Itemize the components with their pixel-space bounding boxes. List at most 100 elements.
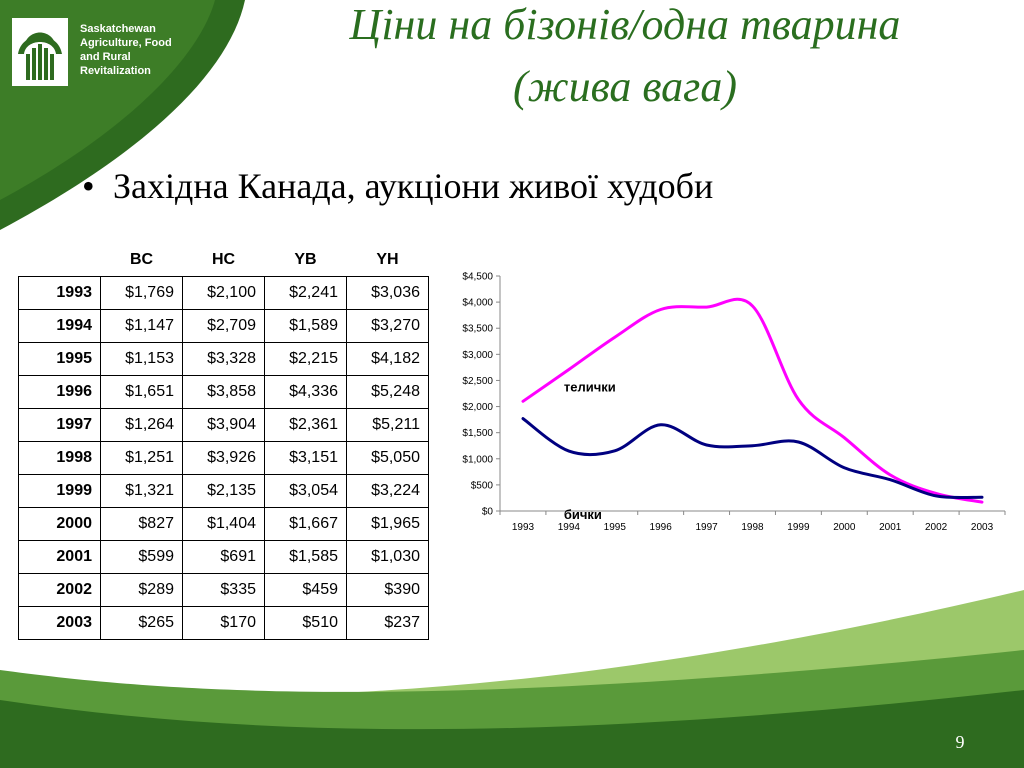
price-cell: $170 [182, 606, 265, 640]
price-cell: $335 [182, 573, 265, 607]
price-cell: $2,135 [182, 474, 265, 508]
price-cell: $2,709 [182, 309, 265, 343]
x-tick-label: 1994 [558, 522, 581, 533]
year-cell: 1998 [18, 441, 101, 475]
y-tick-label: $4,000 [462, 298, 493, 309]
year-cell: 2001 [18, 540, 101, 574]
price-cell: $3,270 [346, 309, 429, 343]
price-cell: $1,651 [100, 375, 183, 409]
price-cell: $1,667 [264, 507, 347, 541]
column-header: HC [211, 251, 236, 268]
price-line-chart: $0 $500 $1,000 $1,500 $2,000 $2,500 $3,000 $3,5… [462, 272, 1006, 533]
price-cell: $1,404 [182, 507, 265, 541]
price-cell: $237 [346, 606, 429, 640]
column-header: YH [376, 251, 399, 268]
table-row: 1997 $1,264 $3,904 $2,361 $5,211 [18, 408, 429, 442]
price-cell: $4,182 [346, 342, 429, 376]
x-tick-label: 1995 [604, 522, 627, 533]
table-row: 1993 $1,769 $2,100 $2,241 $3,036 [18, 276, 429, 310]
price-cell: $3,036 [346, 276, 429, 310]
table-row: 1994 $1,147 $2,709 $1,589 $3,270 [18, 309, 429, 343]
y-tick-label: $4,500 [462, 272, 493, 283]
series-line-1 [521, 417, 984, 500]
x-tick-label: 1998 [741, 522, 764, 533]
price-cell: $289 [100, 573, 183, 607]
price-cell: $390 [346, 573, 429, 607]
table-header-row: BC HC YB YH [19, 244, 429, 277]
x-tick-label: 2002 [925, 522, 948, 533]
year-cell: 1994 [18, 309, 101, 343]
price-cell: $1,251 [100, 441, 183, 475]
x-tick-label: 1996 [650, 522, 673, 533]
y-tick-label: $0 [482, 507, 494, 518]
bottom-dark-green-wave [0, 690, 1024, 768]
price-cell: $2,100 [182, 276, 265, 310]
price-cell: $1,264 [100, 408, 183, 442]
bullet-glyph: • [82, 166, 95, 206]
year-cell: 1997 [18, 408, 101, 442]
price-cell: $1,030 [346, 540, 429, 574]
column-header: YB [294, 251, 317, 268]
price-cell: $691 [182, 540, 265, 574]
wheat-sheaf-icon [12, 18, 68, 86]
price-cell: $5,050 [346, 441, 429, 475]
price-cell: $510 [264, 606, 347, 640]
price-cell: $3,224 [346, 474, 429, 508]
price-cell: $3,151 [264, 441, 347, 475]
bullet-text: Західна Канада, аукціони живої худоби [113, 166, 714, 206]
price-cell: $1,965 [346, 507, 429, 541]
price-cell: $3,904 [182, 408, 265, 442]
organization-name: Saskatchewan Agriculture, Food and Rural… [80, 22, 210, 78]
price-cell: $1,147 [100, 309, 183, 343]
year-cell: 1995 [18, 342, 101, 376]
x-tick-label: 2001 [879, 522, 902, 533]
y-tick-label: $3,000 [462, 350, 493, 361]
x-tick-label: 2003 [971, 522, 994, 533]
title-line-1: Ціни на бізонів/одна тварина [349, 0, 901, 49]
year-cell: 2003 [18, 606, 101, 640]
bullet-point: • Західна Канада, аукціони живої худоби [82, 165, 713, 207]
price-cell: $1,769 [100, 276, 183, 310]
y-tick-label: $1,000 [462, 454, 493, 465]
price-table: BC HC YB YH 1993 $1,769 $2,100 $2,241 $3,036… [18, 244, 429, 640]
x-tick-label: 2000 [833, 522, 856, 533]
table-row: 2000 $827 $1,404 $1,667 $1,965 [18, 507, 429, 541]
price-cell: $3,858 [182, 375, 265, 409]
table-row: 1998 $1,251 $3,926 $3,151 $5,050 [18, 441, 429, 475]
year-cell: 2000 [18, 507, 101, 541]
year-cell: 2002 [18, 573, 101, 607]
page-number: 9 [955, 732, 965, 752]
table-body: 1993 $1,769 $2,100 $2,241 $3,036 1994 $1,147 $2… [18, 276, 429, 640]
price-cell: $827 [100, 507, 183, 541]
y-tick-label: $2,500 [462, 376, 493, 387]
series-label: бички [564, 507, 602, 522]
price-cell: $2,361 [264, 408, 347, 442]
price-cell: $1,321 [100, 474, 183, 508]
header-corner [19, 244, 101, 277]
y-tick-label: $1,500 [462, 428, 493, 439]
price-cell: $459 [264, 573, 347, 607]
title-line-2: (жива вага) [513, 62, 737, 111]
year-cell: 1996 [18, 375, 101, 409]
price-cell: $1,589 [264, 309, 347, 343]
price-cell: $1,153 [100, 342, 183, 376]
org-line: Revitalization [80, 65, 151, 77]
price-cell: $265 [100, 606, 183, 640]
price-cell: $2,215 [264, 342, 347, 376]
table-row: 2002 $289 $335 $459 $390 [18, 573, 429, 607]
series-line-0 [521, 297, 984, 504]
column-header: BC [129, 251, 154, 268]
slide-title: Ціни на бізонів/одна тварина (жива вага) [230, 0, 1020, 118]
table-row: 1996 $1,651 $3,858 $4,336 $5,248 [18, 375, 429, 409]
table-row: 1995 $1,153 $3,328 $2,215 $4,182 [18, 342, 429, 376]
price-cell: $3,926 [182, 441, 265, 475]
table-row: 2003 $265 $170 $510 $237 [18, 606, 429, 640]
price-cell: $2,241 [264, 276, 347, 310]
year-cell: 1993 [18, 276, 101, 310]
price-cell: $5,248 [346, 375, 429, 409]
org-line: Saskatchewan [80, 23, 156, 35]
x-tick-label: 1999 [787, 522, 810, 533]
table-row: 2001 $599 $691 $1,585 $1,030 [18, 540, 429, 574]
x-tick-label: 1993 [512, 522, 535, 533]
